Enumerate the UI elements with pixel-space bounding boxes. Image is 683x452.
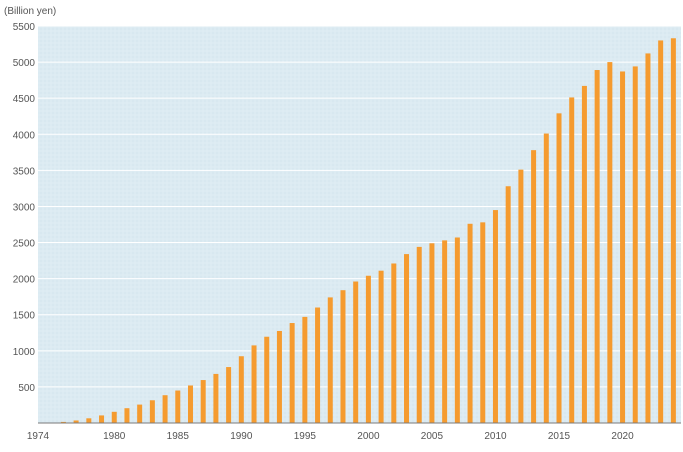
bar-2024: [670, 38, 676, 424]
y-tick-label: 2000: [13, 275, 36, 286]
y-tick-label: 1000: [13, 347, 36, 358]
gridlines: [38, 25, 681, 388]
bar-1996: [315, 307, 321, 423]
bar-1977: [73, 420, 79, 423]
bar-1990: [238, 356, 244, 423]
bar-2014: [543, 133, 549, 424]
bar-1976: [60, 421, 66, 423]
y-tick-label: 5000: [13, 58, 36, 69]
bar-2021: [632, 66, 638, 424]
bar-2001: [378, 270, 384, 423]
bar-1986: [187, 385, 193, 423]
bar-1994: [289, 323, 295, 423]
y-tick-label: 3000: [13, 202, 36, 213]
bar-1988: [213, 373, 219, 423]
bar-2018: [594, 70, 600, 423]
x-tick-label: 1974: [27, 431, 50, 442]
bar-1985: [175, 390, 181, 423]
bar-1992: [264, 336, 270, 423]
x-tick-label: 2020: [611, 431, 634, 442]
bar-1999: [353, 281, 359, 423]
bar-2013: [531, 150, 537, 423]
bar-2007: [454, 237, 460, 423]
bar-1979: [99, 415, 105, 423]
bar-2005: [429, 243, 435, 423]
bar-2003: [404, 254, 410, 423]
bar-2008: [467, 223, 473, 423]
bar-2011: [505, 186, 511, 423]
x-tick-label: 2010: [484, 431, 507, 442]
x-tick-label: 1985: [167, 431, 190, 442]
bar-2017: [581, 85, 587, 423]
x-axis-ticks: 1974 1980 1985 1990 1995 2000 2005 2010 2015 2020: [27, 431, 634, 442]
x-tick-label: 1990: [230, 431, 253, 442]
x-tick-label: 2005: [421, 431, 444, 442]
bar-1998: [340, 290, 346, 423]
bar-2012: [518, 169, 524, 423]
bar-2000: [365, 275, 371, 423]
y-axis-ticks: 500 1000 1500 2000 2500 3000 3500 4000 4500 5000 5…: [13, 22, 36, 394]
x-tick-label: 2015: [548, 431, 571, 442]
bar-2020: [620, 71, 626, 423]
x-tick-label: 1980: [103, 431, 126, 442]
x-tick-label: 2000: [357, 431, 380, 442]
bar-2010: [492, 210, 498, 423]
bar-1993: [276, 330, 282, 423]
y-axis-unit-label: (Billion yen): [4, 6, 56, 17]
bar-2016: [569, 97, 575, 424]
bar-1983: [149, 400, 155, 423]
bar-1997: [327, 297, 333, 423]
bar-2004: [416, 246, 422, 423]
bar-2006: [442, 240, 448, 423]
x-tick-label: 1995: [294, 431, 317, 442]
bars: [48, 38, 676, 424]
bar-1981: [124, 408, 130, 423]
bar-1989: [226, 367, 232, 423]
bar-2022: [645, 53, 651, 424]
y-tick-label: 500: [18, 383, 35, 394]
bar-1982: [137, 404, 143, 423]
y-tick-label: 5500: [13, 22, 36, 33]
y-tick-label: 4000: [13, 130, 36, 141]
bar-1987: [200, 380, 206, 423]
bar-2019: [607, 62, 613, 424]
bar-1980: [111, 411, 117, 423]
bar-1984: [162, 395, 168, 423]
bar-2015: [556, 113, 562, 423]
bar-2009: [480, 222, 486, 423]
y-tick-label: 2500: [13, 239, 36, 250]
bar-1995: [302, 316, 308, 423]
bar-2002: [391, 263, 397, 423]
y-tick-label: 3500: [13, 166, 36, 177]
y-tick-label: 4500: [13, 94, 36, 105]
bar-1978: [86, 418, 92, 423]
bar-2023: [658, 40, 664, 423]
bar-1991: [251, 345, 257, 423]
y-tick-label: 1500: [13, 311, 36, 322]
